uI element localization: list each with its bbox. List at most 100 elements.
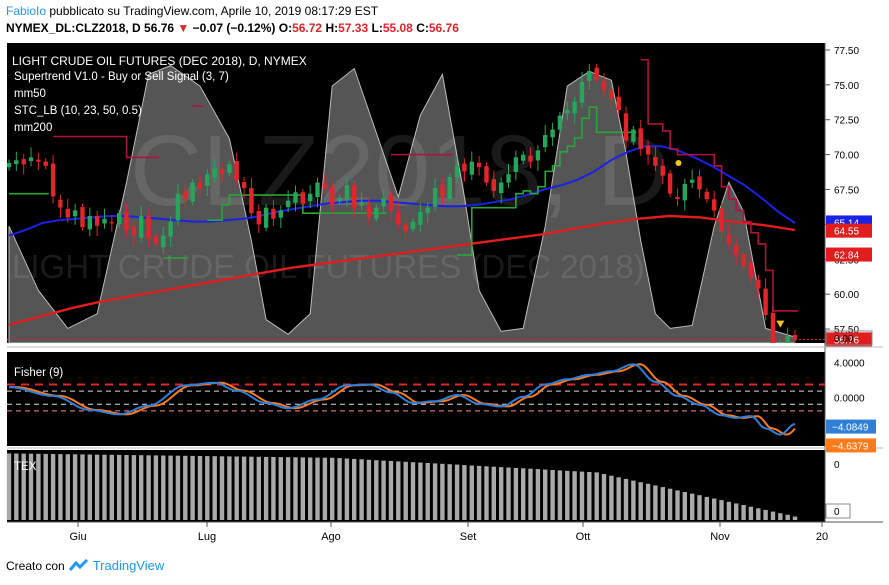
candle-body: [609, 90, 614, 99]
x-tick-label: Giu: [69, 531, 86, 543]
candle-body: [183, 190, 188, 200]
volume-bar: [690, 493, 695, 520]
volume-bar: [190, 455, 195, 520]
candle-body: [352, 185, 357, 208]
candle-body: [80, 207, 85, 228]
candle-body: [146, 216, 151, 239]
candle-body: [763, 288, 768, 316]
candle-body: [682, 183, 687, 201]
volume-bar: [513, 467, 519, 520]
candle-body: [734, 245, 739, 255]
symbol: NYMEX_DL:CLZ2018, D: [6, 21, 141, 35]
candle-body: [645, 145, 651, 155]
candle-body: [124, 212, 129, 230]
volume-bar: [440, 463, 445, 520]
candle-body: [557, 115, 563, 130]
watermark-symbol: CLZ2018, D: [130, 115, 669, 227]
volume-bar: [168, 455, 173, 520]
volume-bar: [623, 478, 629, 520]
close-value: 56.76: [428, 21, 459, 35]
volume-bar: [65, 454, 70, 520]
volume-bar: [587, 472, 592, 520]
candle-body: [359, 202, 364, 206]
candle-body: [506, 174, 511, 183]
volume-bar: [241, 456, 247, 520]
volume-bar: [476, 465, 482, 520]
candle-body: [72, 210, 78, 217]
volume-bar: [418, 462, 423, 520]
publish-line: FabioIo pubblicato su TradingView.com, A…: [6, 4, 378, 18]
candle-body: [579, 82, 585, 103]
volume-bar: [58, 454, 63, 520]
candle-body: [447, 177, 452, 199]
volume-bar: [374, 460, 379, 520]
volume-bar: [352, 458, 357, 520]
x-tick-label: Nov: [710, 531, 730, 543]
candle-body: [58, 199, 63, 208]
volume-bar: [645, 483, 651, 520]
volume-bar: [579, 471, 585, 520]
stc-area: [8, 65, 796, 343]
volume-bar: [359, 459, 364, 520]
open-label: O:: [278, 21, 293, 35]
volume-bar: [80, 454, 85, 520]
x-tick-label: Set: [460, 531, 477, 543]
indicator-supertrend: Supertrend V1.0 - Buy or Sell Signal (3,…: [14, 71, 229, 83]
volume-bar: [601, 474, 607, 520]
volume-bar: [293, 457, 298, 520]
indicator-stc: STC_LB (10, 23, 50, 0.5): [14, 105, 142, 117]
indicator-mm50: mm50: [14, 88, 46, 100]
candle-body: [285, 200, 291, 208]
candle-body: [168, 221, 173, 237]
fisher-value-box: [826, 419, 876, 434]
volume-bar: [330, 457, 335, 520]
published-text: pubblicato su TradingView.com, Aprile 10…: [49, 4, 379, 18]
candle-body: [256, 211, 261, 225]
high-value: 57.33: [338, 21, 369, 35]
candle-body: [219, 169, 225, 175]
volume-bar: [396, 461, 401, 520]
volume-bar: [638, 482, 643, 520]
candle-body: [131, 226, 137, 236]
price-tick-label: 75.00: [834, 81, 859, 92]
volume-bar: [631, 480, 636, 520]
volume-bar: [388, 461, 394, 520]
volume-bar: [322, 457, 328, 520]
fisher-value-box: [826, 438, 876, 453]
volume-bar: [557, 470, 563, 520]
candle-body: [308, 193, 313, 202]
volume-bar: [50, 454, 56, 520]
volume-bar: [14, 453, 19, 520]
candle-body: [117, 213, 122, 225]
candle-body: [65, 208, 70, 218]
candle-body: [241, 182, 247, 189]
candle-body: [315, 182, 320, 197]
price-tick-label: 60.00: [834, 290, 859, 301]
candle-body: [21, 159, 26, 165]
symbol-line: NYMEX_DL:CLZ2018, D 56.76 ▼ −0.07 (−0.12…: [6, 21, 459, 35]
mm200-line: [8, 214, 796, 327]
candle-body: [499, 182, 504, 194]
candle-body: [440, 184, 445, 197]
fisher-tick-label: 0.0000: [834, 394, 865, 405]
candle-body: [300, 192, 305, 204]
volume-pane-bg[interactable]: [7, 450, 825, 522]
last-price: 56.76: [144, 21, 175, 35]
volume-bar: [785, 514, 790, 520]
fisher-pane-bg[interactable]: [7, 352, 825, 446]
volume-bar: [770, 511, 776, 520]
volume-bar: [403, 461, 408, 520]
candle-body: [601, 81, 607, 91]
footer-brand-link[interactable]: TradingView: [92, 558, 165, 573]
volume-bar: [94, 454, 100, 520]
low-label: L:: [371, 21, 383, 35]
author-link[interactable]: FabioIo: [6, 4, 47, 18]
candle-body: [403, 224, 408, 232]
candle-body: [756, 279, 761, 289]
volume-bar: [609, 475, 614, 520]
x-tick-label: Lug: [198, 531, 216, 543]
volume-bar: [491, 466, 496, 520]
candle-body: [381, 197, 386, 207]
volume-bar: [734, 503, 739, 520]
volume-bar: [21, 453, 26, 520]
